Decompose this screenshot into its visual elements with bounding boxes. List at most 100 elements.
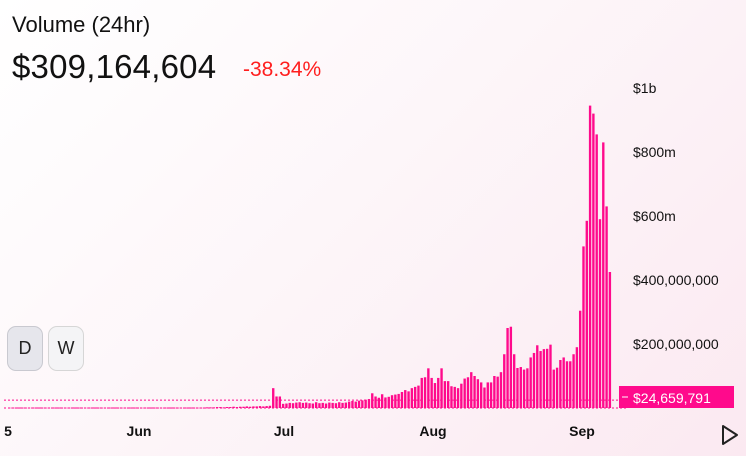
- volume-bar[interactable]: [314, 402, 318, 408]
- volume-bar[interactable]: [493, 376, 496, 408]
- volume-bar[interactable]: [509, 326, 513, 408]
- volume-bar[interactable]: [390, 395, 394, 408]
- volume-bar[interactable]: [169, 407, 173, 409]
- volume-bar[interactable]: [483, 387, 486, 408]
- volume-bar[interactable]: [499, 372, 503, 408]
- volume-bar[interactable]: [585, 220, 588, 408]
- volume-bar[interactable]: [479, 382, 483, 408]
- volume-bar[interactable]: [318, 403, 321, 408]
- volume-bar[interactable]: [578, 310, 582, 408]
- volume-bar[interactable]: [367, 399, 371, 408]
- volume-bar[interactable]: [582, 246, 585, 408]
- volume-bar[interactable]: [559, 360, 562, 408]
- volume-bar[interactable]: [305, 402, 308, 408]
- volume-bar[interactable]: [146, 407, 149, 409]
- volume-bar[interactable]: [413, 386, 417, 408]
- volume-bar[interactable]: [354, 401, 357, 408]
- volume-bar[interactable]: [265, 406, 268, 408]
- volume-bar[interactable]: [489, 382, 493, 408]
- volume-bar[interactable]: [450, 386, 453, 408]
- volume-bar[interactable]: [364, 399, 367, 408]
- volume-bar[interactable]: [536, 345, 539, 408]
- volume-bar[interactable]: [430, 377, 433, 408]
- volume-bar[interactable]: [552, 369, 555, 408]
- volume-bar[interactable]: [341, 402, 344, 408]
- volume-bar[interactable]: [130, 407, 133, 409]
- volume-bar[interactable]: [192, 407, 196, 409]
- volume-bar[interactable]: [288, 402, 291, 408]
- volume-bar[interactable]: [113, 407, 116, 409]
- volume-bar[interactable]: [380, 394, 384, 408]
- volume-bar[interactable]: [153, 407, 156, 409]
- volume-bar[interactable]: [54, 407, 57, 409]
- day-interval-button[interactable]: D: [7, 326, 43, 371]
- volume-bar[interactable]: [423, 377, 427, 408]
- volume-bar[interactable]: [595, 134, 598, 408]
- volume-bar[interactable]: [186, 407, 189, 409]
- volume-bar[interactable]: [232, 406, 235, 408]
- volume-bar[interactable]: [351, 400, 354, 408]
- volume-bar[interactable]: [331, 402, 334, 408]
- volume-bar[interactable]: [427, 368, 430, 408]
- volume-bar[interactable]: [357, 400, 361, 408]
- volume-bar[interactable]: [262, 406, 265, 408]
- volume-bar[interactable]: [496, 376, 499, 408]
- volume-bar[interactable]: [281, 403, 285, 408]
- volume-bar[interactable]: [453, 386, 456, 408]
- volume-bar[interactable]: [275, 396, 278, 408]
- volume-bar[interactable]: [377, 397, 381, 408]
- volume-bar[interactable]: [519, 367, 522, 408]
- volume-bar[interactable]: [440, 368, 443, 408]
- volume-bar[interactable]: [14, 407, 17, 409]
- volume-bar[interactable]: [229, 407, 232, 409]
- volume-bar[interactable]: [549, 344, 552, 408]
- volume-bar[interactable]: [470, 372, 473, 408]
- volume-bar[interactable]: [268, 405, 272, 408]
- volume-bar[interactable]: [225, 407, 229, 409]
- volume-bar[interactable]: [70, 407, 74, 409]
- volume-bar[interactable]: [311, 403, 315, 408]
- volume-bar[interactable]: [512, 354, 516, 408]
- volume-bar[interactable]: [258, 406, 262, 408]
- volume-bar[interactable]: [417, 385, 420, 408]
- volume-bar[interactable]: [466, 377, 470, 408]
- volume-bar[interactable]: [588, 105, 592, 408]
- volume-bar[interactable]: [437, 377, 440, 408]
- volume-bar[interactable]: [328, 402, 331, 408]
- volume-bar[interactable]: [149, 407, 153, 409]
- volume-bar[interactable]: [602, 142, 605, 408]
- volume-bar[interactable]: [397, 393, 400, 408]
- volume-bar[interactable]: [387, 396, 390, 408]
- volume-bar[interactable]: [344, 402, 348, 408]
- volume-bar[interactable]: [301, 402, 305, 408]
- volume-bar[interactable]: [456, 388, 460, 408]
- volume-bar[interactable]: [433, 383, 437, 408]
- volume-bar[interactable]: [394, 394, 397, 408]
- volume-bar[interactable]: [545, 348, 549, 408]
- volume-bar[interactable]: [77, 407, 80, 409]
- volume-bar[interactable]: [463, 378, 466, 408]
- volume-bar[interactable]: [21, 407, 24, 409]
- volume-bar[interactable]: [245, 406, 249, 408]
- volume-bar[interactable]: [133, 407, 136, 409]
- volume-bar[interactable]: [37, 407, 41, 409]
- volume-bar[interactable]: [371, 393, 374, 408]
- volume-bar[interactable]: [97, 407, 100, 409]
- volume-bar[interactable]: [443, 381, 447, 408]
- volume-bar[interactable]: [598, 219, 602, 408]
- volume-bar[interactable]: [506, 328, 509, 408]
- volume-bar[interactable]: [608, 272, 612, 408]
- volume-bar[interactable]: [321, 402, 324, 408]
- volume-bar[interactable]: [605, 206, 608, 408]
- volume-bar[interactable]: [173, 407, 176, 409]
- volume-bar[interactable]: [252, 406, 255, 408]
- volume-bar[interactable]: [486, 382, 489, 408]
- volume-bar[interactable]: [569, 361, 572, 408]
- volume-bar[interactable]: [522, 369, 526, 408]
- volume-bar[interactable]: [285, 403, 288, 408]
- volume-bar[interactable]: [347, 401, 351, 408]
- volume-bar[interactable]: [110, 407, 113, 409]
- volume-bar[interactable]: [575, 347, 579, 408]
- volume-bar[interactable]: [93, 407, 97, 409]
- volume-bar[interactable]: [532, 352, 536, 408]
